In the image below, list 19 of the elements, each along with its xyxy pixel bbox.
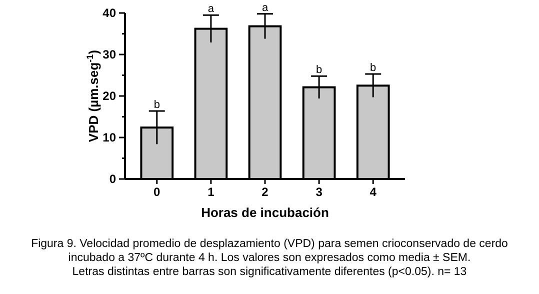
y-tick-label: 40 (102, 6, 116, 20)
annotation: a (262, 2, 269, 14)
annotation: b (316, 64, 322, 76)
annotation: b (370, 62, 376, 74)
y-tick-label: 10 (102, 130, 116, 145)
annotation: b (154, 98, 160, 111)
x-tick-label: 4 (370, 185, 377, 199)
y-tick-label: 0 (109, 172, 116, 186)
text: incubado a 37ºC durante 4 h. Los valores son expresados como media ± SEM. (68, 252, 471, 264)
y-tick-label: 30 (102, 48, 116, 62)
annotation: a (208, 3, 215, 16)
x-tick-label: 0 (154, 185, 161, 199)
x-axis-title: Horas de incubación (201, 205, 329, 220)
x-tick-label: 3 (316, 185, 323, 199)
x-tick-label: 2 (262, 185, 269, 199)
y-tick-label: 20 (102, 89, 116, 104)
text: Figura 9. Velocidad promedio de desplazamiento (VPD) para semen crioconservado de cerdo (31, 238, 508, 250)
text: Letras distintas entre barras son significativamente diferentes (p<0.05). n= 13 (72, 266, 467, 278)
x-tick-label: 1 (208, 185, 215, 199)
